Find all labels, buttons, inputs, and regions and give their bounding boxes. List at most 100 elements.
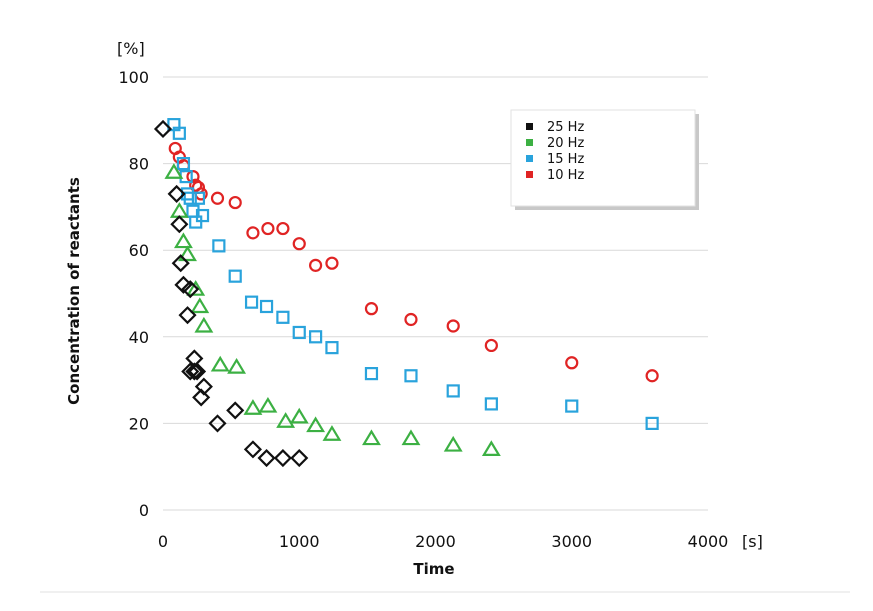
data-point-square <box>364 367 379 381</box>
data-point-diamond <box>181 362 200 381</box>
data-point-circle <box>186 169 200 184</box>
data-point-circle <box>228 195 242 210</box>
data-point-triangle <box>164 163 184 179</box>
data-point-diamond <box>194 377 213 396</box>
legend-swatch <box>526 123 533 130</box>
data-point-triangle <box>306 416 326 433</box>
y-tick-label: 20 <box>129 414 149 433</box>
data-point-triangle <box>276 412 296 428</box>
data-point-diamond <box>170 215 189 234</box>
data-point-triangle <box>443 435 463 452</box>
data-point-square <box>484 397 498 411</box>
data-point-square <box>183 191 197 205</box>
y-axis-unit: [%] <box>117 39 145 58</box>
series-15-hz <box>167 118 659 430</box>
data-point-triangle <box>227 357 247 374</box>
y-tick-label: 0 <box>139 501 149 520</box>
x-tick-label: 4000 <box>688 532 729 551</box>
y-tick-label: 40 <box>129 328 149 347</box>
legend-swatch <box>526 155 533 162</box>
data-point-diamond <box>290 448 309 468</box>
data-point-circle <box>292 237 306 251</box>
data-point-diamond <box>208 414 227 433</box>
legend-label: 25 Hz <box>547 120 584 135</box>
data-point-circle <box>446 319 460 333</box>
data-point-square <box>309 330 323 344</box>
data-point-circle <box>309 258 323 272</box>
x-tick-labels: 0 1000 2000 3000 4000 <box>158 532 728 551</box>
data-point-square <box>244 295 259 309</box>
data-point-diamond <box>153 119 173 139</box>
data-point-square <box>404 369 418 383</box>
data-point-diamond <box>167 184 186 203</box>
data-point-diamond <box>226 401 245 420</box>
data-point-diamond <box>188 362 207 381</box>
x-axis-unit: [s] <box>742 532 763 551</box>
data-point-square <box>176 157 191 171</box>
data-point-square <box>276 310 290 324</box>
y-tick-label: 60 <box>129 241 149 260</box>
data-point-diamond <box>257 448 276 468</box>
y-tick-labels: 0 20 40 60 80 100 <box>118 68 149 520</box>
data-point-circle <box>210 191 225 205</box>
data-point-triangle <box>481 440 501 456</box>
data-point-diamond <box>181 280 200 299</box>
data-point-triangle <box>401 429 421 446</box>
data-points <box>153 118 659 468</box>
data-point-triangle <box>190 297 210 314</box>
data-point-circle <box>261 221 275 236</box>
x-tick-label: 1000 <box>279 532 320 551</box>
x-axis-title: Time <box>413 560 454 578</box>
data-point-diamond <box>171 254 190 273</box>
y-tick-label: 100 <box>118 68 149 87</box>
data-point-diamond <box>185 362 204 381</box>
data-point-square <box>191 191 206 205</box>
data-point-circle <box>246 226 260 240</box>
data-point-diamond <box>178 306 197 325</box>
data-point-triangle <box>289 407 309 424</box>
data-point-square <box>212 239 226 253</box>
data-point-triangle <box>194 316 214 333</box>
legend-swatch <box>526 171 533 178</box>
legend-label: 20 Hz <box>547 136 584 151</box>
data-point-diamond <box>273 448 292 468</box>
data-point-triangle <box>362 429 381 446</box>
data-point-triangle <box>169 202 189 218</box>
data-point-triangle <box>322 425 342 441</box>
legend-swatch <box>526 139 533 146</box>
data-point-circle <box>565 356 579 370</box>
data-point-triangle <box>258 396 278 413</box>
data-point-square <box>565 399 579 413</box>
data-point-square <box>195 208 210 223</box>
series-25-hz <box>153 119 309 468</box>
gridlines <box>163 76 708 511</box>
legend-label: 10 Hz <box>547 168 584 183</box>
data-point-diamond <box>243 440 262 459</box>
data-point-square <box>325 341 339 355</box>
data-point-triangle <box>186 280 206 296</box>
data-point-square <box>228 269 242 283</box>
legend-box <box>510 109 696 207</box>
series-20-hz <box>164 163 501 456</box>
data-point-triangle <box>173 232 193 249</box>
data-point-triangle <box>243 399 263 415</box>
data-point-circle <box>404 312 418 327</box>
data-point-square <box>292 325 306 340</box>
y-tick-label: 80 <box>129 155 149 174</box>
data-point-circle <box>484 338 498 353</box>
x-tick-label: 3000 <box>551 532 592 551</box>
data-point-triangle <box>210 355 230 372</box>
data-point-square <box>259 299 274 314</box>
data-point-square <box>172 126 186 140</box>
data-point-circle <box>325 256 339 270</box>
data-point-square <box>446 384 460 398</box>
x-tick-label: 2000 <box>415 532 456 551</box>
x-tick-label: 0 <box>158 532 168 551</box>
data-point-circle <box>364 302 379 316</box>
data-point-square <box>645 416 659 430</box>
y-axis-title: Concentration of reactants <box>65 177 83 405</box>
data-point-triangle <box>178 245 197 262</box>
